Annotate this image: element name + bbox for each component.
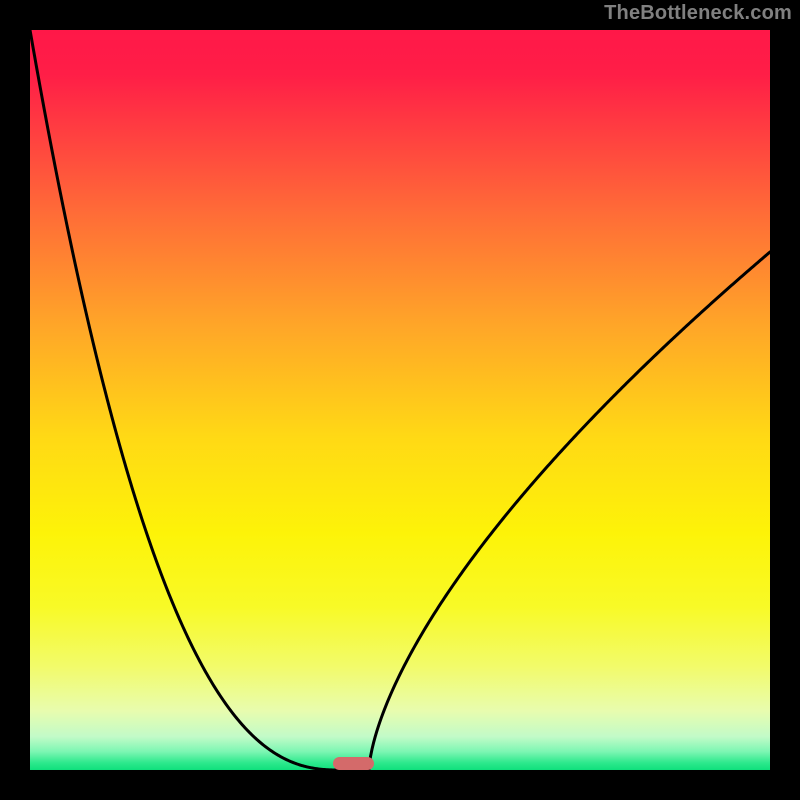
watermark-text: TheBottleneck.com bbox=[604, 2, 792, 25]
chart-stage: TheBottleneck.com bbox=[0, 0, 800, 800]
bottleneck-marker bbox=[333, 757, 374, 770]
curve-right-branch bbox=[369, 252, 770, 770]
curve-left-branch bbox=[30, 30, 339, 770]
curve-overlay bbox=[0, 0, 800, 800]
